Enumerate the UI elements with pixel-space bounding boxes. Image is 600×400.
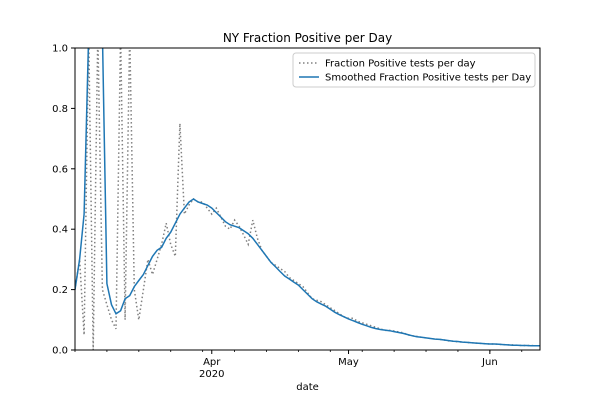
x-tick-label: May xyxy=(338,357,359,368)
y-tick-label: 0.0 xyxy=(52,346,68,357)
series-line-smoothed xyxy=(75,48,540,347)
x-axis-label: date xyxy=(296,382,319,393)
y-tick-label: 1.0 xyxy=(52,44,68,55)
legend-entry: Smoothed Fraction Positive tests per Day xyxy=(325,73,531,84)
x-tick-sublabel: 2020 xyxy=(199,369,224,380)
legend: Fraction Positive tests per day Smoothed … xyxy=(292,52,536,88)
series-layer xyxy=(75,48,540,350)
y-tick-label: 0.8 xyxy=(52,104,68,115)
chart-title: NY Fraction Positive per Day xyxy=(223,31,392,45)
plot-frame xyxy=(74,47,541,351)
x-tick-label: Apr xyxy=(203,357,221,368)
legend-box xyxy=(292,52,536,88)
y-tick-label: 0.2 xyxy=(52,285,68,296)
legend-entry: Fraction Positive tests per day xyxy=(325,59,476,70)
x-tick-label: Jun xyxy=(481,357,498,368)
y-axis: 0.0 0.2 0.4 0.6 0.8 1.0 xyxy=(52,44,75,357)
y-tick-label: 0.4 xyxy=(52,225,68,236)
y-tick-label: 0.6 xyxy=(52,164,68,175)
